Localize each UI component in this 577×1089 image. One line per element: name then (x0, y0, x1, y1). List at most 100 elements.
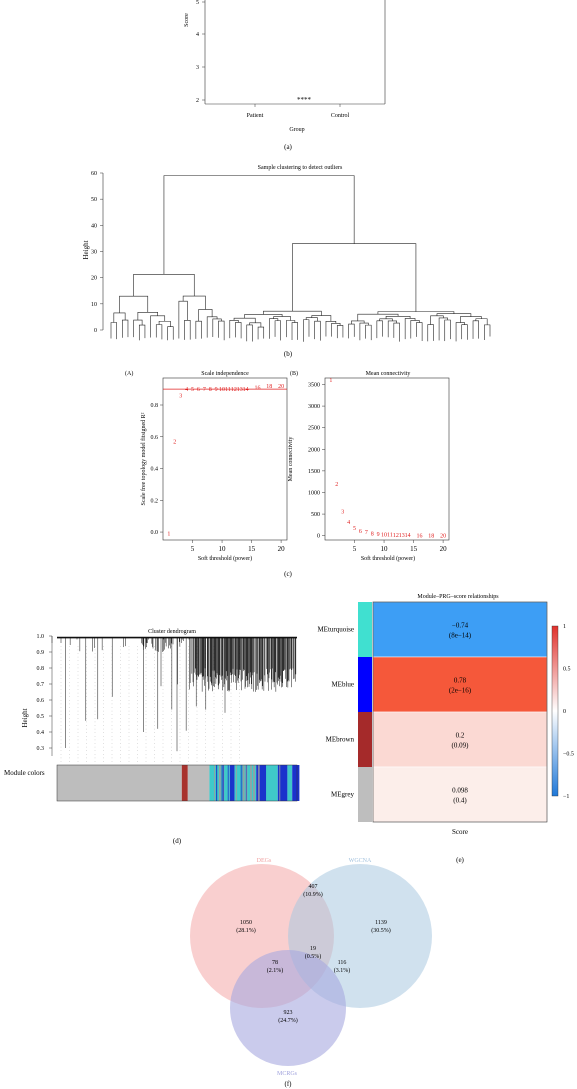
module-color-segment (181, 765, 188, 801)
venn-count-degs-only: 1050 (240, 920, 252, 926)
heatmap-p-value: (0.4) (453, 797, 467, 805)
dendrogram-link (393, 322, 400, 330)
module-color-stripe (246, 765, 248, 801)
panel-d-ytick-label: 0.8 (37, 666, 45, 672)
module-color-stripe (243, 765, 244, 801)
dendrogram-link (167, 326, 174, 330)
dendrogram-link (416, 322, 423, 330)
panel-a-ytick: 5 (196, 0, 205, 6)
panel-d-dendrogram (57, 636, 297, 752)
dendrogram-link (133, 274, 195, 297)
dendrogram-link (484, 324, 491, 330)
dendrogram-link (184, 319, 191, 330)
y-tick-label: 0.2 (151, 498, 159, 504)
panel-a-ylabel: Score (184, 13, 190, 27)
dendrogram-link (110, 322, 117, 330)
panel-f-label: (f) (285, 1080, 293, 1088)
panel-d-ytick-label: 0.9 (37, 650, 45, 656)
panel-d-title: Cluster dendrogram (148, 629, 196, 635)
panel-e: Module–PRG–score relationships MEturquoi… (317, 594, 573, 864)
venn-set-label-degs: DEGs (257, 858, 272, 864)
panel-a-ytick-label: 3 (196, 65, 199, 71)
x-tick-label: 15 (410, 545, 418, 553)
module-color-stripe (221, 765, 223, 801)
panel-a: 5 4 3 2 Score Patient Control Group ****… (184, 0, 386, 151)
panel-d-ytick-label: 0.7 (37, 682, 45, 688)
dendrogram-link (269, 318, 279, 330)
dendrogram-link (410, 320, 420, 330)
heatmap-cell (372, 601, 548, 658)
dendrogram-link (155, 324, 163, 330)
module-color-stripe (214, 765, 215, 801)
venn-pct-wgcna-only: (30.5%) (371, 927, 391, 934)
panel-a-ytick: 4 (196, 32, 205, 38)
module-color-stripe (257, 765, 259, 801)
module-color-stripe (279, 765, 281, 801)
panel-b-yticks: 0 10 20 30 40 50 60 (91, 171, 103, 334)
colorbar-gradient (551, 625, 559, 797)
y-tick-label: 2000 (308, 447, 320, 453)
dendrogram-link (122, 319, 129, 330)
colorbar-tick-label: −1 (563, 794, 569, 800)
dendrogram-link (198, 309, 213, 322)
heatmap-row-label: MEgrey (331, 791, 354, 799)
data-point-label: 8 (209, 387, 212, 393)
panel-d-ytick-label: 0.5 (37, 714, 45, 720)
venn-pct-degs-wgcna: (10.9%) (303, 891, 323, 898)
venn-count-all: 19 (310, 946, 316, 952)
data-point-label: 12 (231, 387, 237, 393)
dendrogram-link (359, 322, 369, 330)
dendrogram-link (351, 320, 365, 325)
data-point-label: 12 (393, 533, 399, 539)
data-point-label: 10 (219, 387, 225, 393)
module-color-stripe (235, 765, 237, 801)
y-tick-label: 0.6 (151, 435, 159, 441)
dendrogram-link (133, 319, 143, 330)
dendrogram-link (233, 317, 256, 323)
dendrogram-link (257, 326, 265, 330)
dendrogram-link (357, 313, 399, 321)
heatmap-corr-value: 0.78 (454, 677, 467, 685)
panel-b-title: Sample clustering to detect outliers (258, 165, 343, 171)
venn-set-label-mcrgs: MCRGs (277, 1071, 298, 1077)
panel-d-guide-dots (60, 646, 240, 762)
heatmap-row-label: MEbrown (326, 736, 355, 744)
heatmap-corr-value: 0.2 (456, 732, 465, 740)
dendrogram-link (138, 324, 146, 330)
module-color-segment (57, 765, 182, 801)
panel-a-ytick-label: 2 (196, 98, 199, 104)
panel-b-ytick-label: 20 (91, 276, 97, 282)
data-point-label: 2 (335, 482, 338, 488)
dendrogram-link (218, 320, 225, 330)
dendrogram-link (348, 323, 355, 330)
dendrogram-link (273, 316, 291, 321)
module-color-stripe (216, 765, 218, 801)
y-tick-label: 0.4 (151, 467, 159, 473)
x-tick-label: 20 (278, 545, 286, 553)
venn-pct-all: (0.5%) (305, 953, 322, 960)
dendrogram-link (365, 324, 372, 330)
dendrogram-link (427, 324, 434, 330)
panel-a-label: (a) (284, 143, 292, 151)
dendrogram-link (195, 320, 202, 330)
panel-c-subplot-b-title: Mean connectivity (366, 371, 411, 377)
dendrogram-link (455, 322, 465, 330)
module-color-segment (229, 765, 235, 801)
dendrogram-link (311, 315, 332, 322)
panel-e-heatmap: MEturquoise −0.74 (8e−14) MEblue 0.78 (2e−16)… (317, 601, 548, 823)
data-point-label: 9 (215, 387, 218, 393)
colorbar-tick-label: 0 (563, 709, 566, 715)
heatmap-cell (372, 766, 548, 823)
colorbar-tick-label: −0.5 (563, 752, 574, 758)
data-point-label: 11 (387, 533, 393, 539)
module-color-stripe (254, 765, 255, 801)
dendrogram-link (163, 175, 355, 275)
dendrogram-link (150, 315, 166, 330)
module-color-segment (234, 765, 257, 801)
panel-c-subplot-a-title: Scale independence (201, 371, 249, 377)
dendrogram-link (444, 319, 451, 330)
colorbar-tick-label: 0.5 (563, 667, 571, 673)
venn-count-wgcna-mcrgs: 116 (338, 960, 347, 966)
